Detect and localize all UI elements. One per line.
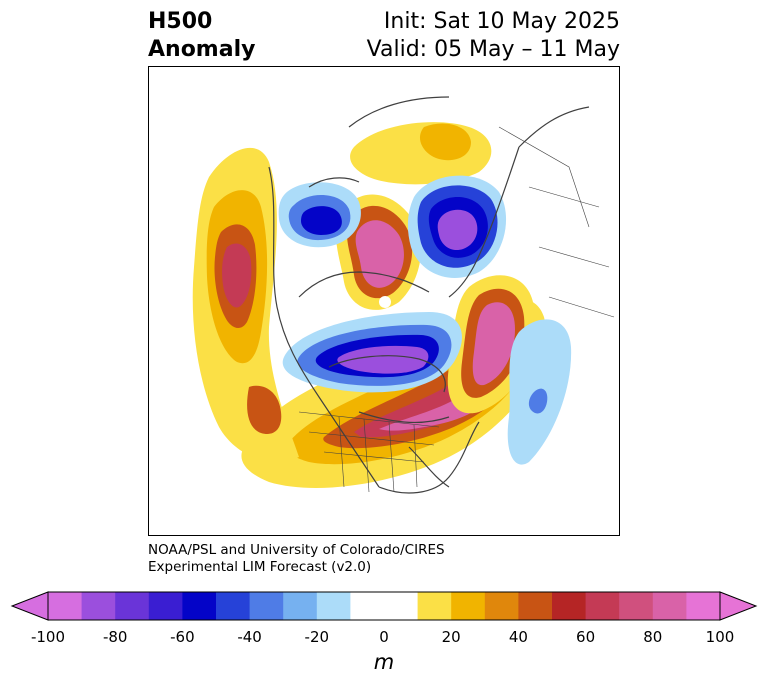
map-title: H500 Anomaly: [148, 8, 255, 64]
colorbar-cell: [451, 592, 486, 620]
colorbar-cell: [552, 592, 587, 620]
valid-range: Valid: 05 May – 11 May: [366, 37, 620, 62]
title-line-1: H500: [148, 9, 213, 34]
colorbar-cell: [518, 592, 553, 620]
coastlines: [268, 96, 590, 494]
colorbar-tick-label: 40: [508, 628, 528, 646]
colorbar-cell: [249, 592, 284, 620]
colorbar-cell: [686, 592, 721, 620]
colorbar-cell: [619, 592, 654, 620]
colorbar-cell: [484, 592, 519, 620]
forecast-dates: Init: Sat 10 May 2025 Valid: 05 May – 11…: [367, 8, 620, 64]
colorbar-tick-label: 80: [643, 628, 663, 646]
colorbar-cell: [585, 592, 620, 620]
colorbar-tick-label: -40: [237, 628, 262, 646]
colorbar-cell: [316, 592, 351, 620]
credit-line-2: Experimental LIM Forecast (v2.0): [148, 559, 372, 575]
colorbar-cell: [148, 592, 183, 620]
colorbar: [10, 591, 758, 621]
colorbar-tick-label: -60: [170, 628, 195, 646]
colorbar-tick-label: 100: [705, 628, 735, 646]
asia-high: [350, 122, 492, 185]
siberia-low: [407, 175, 507, 278]
colorbar-cell: [182, 592, 217, 620]
credit: NOAA/PSL and University of Colorado/CIRE…: [148, 542, 445, 576]
colorbar-cells: [48, 592, 721, 620]
colorbar-tick-label: -80: [102, 628, 128, 646]
colorbar-min-extend: [10, 591, 49, 621]
east-atlantic-low: [507, 319, 572, 465]
colorbar-outline: [47, 591, 721, 621]
colorbar-tick-label: -20: [304, 628, 330, 646]
colorbar-cell: [81, 592, 116, 620]
canada-low: [282, 312, 462, 393]
credit-line-1: NOAA/PSL and University of Colorado/CIRE…: [148, 542, 445, 558]
colorbar-cell: [48, 592, 83, 620]
north-pacific-high: [192, 147, 299, 462]
colorbar-cell: [384, 592, 419, 620]
colorbar-tick-label: 0: [379, 628, 389, 646]
map-canvas: [192, 96, 615, 494]
colorbar-cell: [350, 592, 385, 620]
pole-marker: [379, 296, 391, 308]
title-line-2: Anomaly: [148, 37, 256, 62]
colorbar-cell: [216, 592, 251, 620]
borders: [298, 126, 615, 493]
colorbar-tick-label: 20: [441, 628, 461, 646]
colorbar-max-extend: [719, 591, 758, 621]
init-date: Init: Sat 10 May 2025: [383, 9, 620, 34]
colorbar-cell: [283, 592, 318, 620]
colorbar-tick-label: 60: [576, 628, 596, 646]
alaska-region-low: [278, 182, 361, 248]
colorbar-cell: [115, 592, 150, 620]
colorbar-cell: [652, 592, 687, 620]
colorbar-cell: [417, 592, 452, 620]
arctic-high: [335, 194, 421, 310]
colorbar-unit: m: [373, 650, 395, 674]
anomaly-map: [148, 66, 620, 536]
colorbar-tick-label: -100: [30, 628, 66, 646]
